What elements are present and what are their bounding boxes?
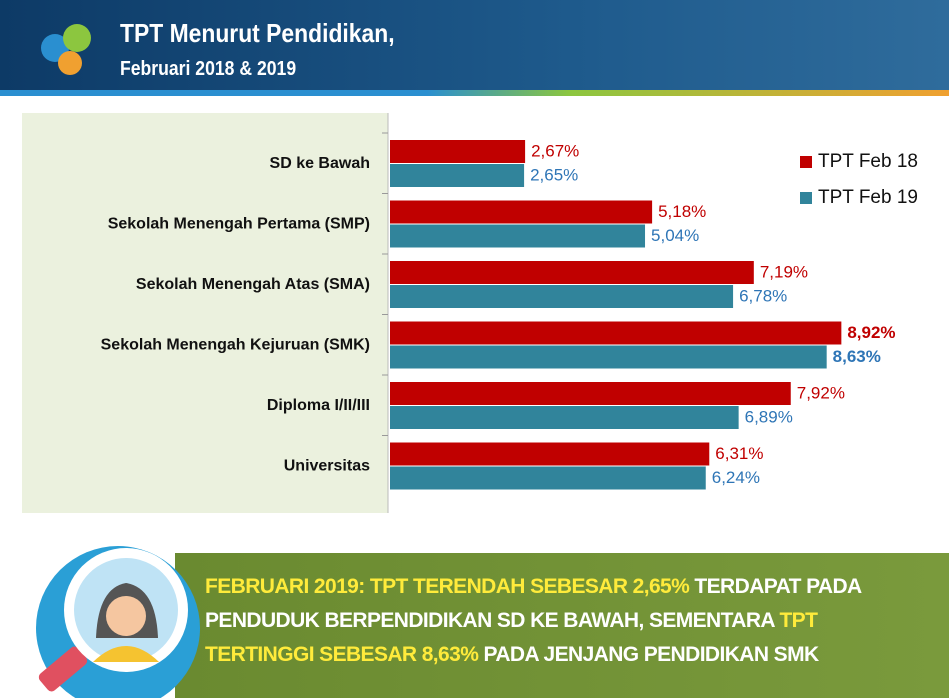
callout-segment: TPT TERTINGGI SEBESAR 8,63% (205, 609, 818, 666)
bar (390, 442, 710, 466)
value-label: 6,24% (712, 468, 760, 487)
bar (390, 285, 734, 308)
bar (390, 345, 827, 369)
callout-segment: FEBRUARI 2019: TPT TERENDAH SEBESAR 2,65… (205, 575, 690, 598)
category-label: Sekolah Menengah Kejuruan (SMK) (101, 337, 370, 354)
callout-text: FEBRUARI 2019: TPT TERENDAH SEBESAR 2,65… (205, 570, 925, 672)
category-label: Sekolah Menengah Atas (SMA) (136, 276, 370, 293)
bar (390, 382, 791, 405)
subtitle: Februari 2018 & 2019 (120, 58, 297, 80)
category-label: Sekolah Menengah Pertama (SMP) (108, 216, 370, 233)
value-label: 5,18% (658, 202, 706, 221)
bar (390, 406, 739, 429)
value-label: 8,63% (833, 347, 881, 366)
header-stripe (0, 90, 949, 96)
callout-segment: TERDAPAT PADA PENDUDUK BERPENDIDIKAN SD … (205, 575, 861, 632)
bar (390, 164, 525, 187)
bar (390, 466, 706, 490)
value-label: 7,92% (797, 383, 845, 402)
bar (390, 140, 526, 163)
value-label: 5,04% (651, 226, 699, 245)
value-label: 8,92% (847, 323, 895, 342)
legend-swatch (800, 156, 812, 168)
bar (390, 224, 646, 248)
legend-swatch (800, 192, 812, 204)
bar (390, 261, 754, 284)
bar (390, 321, 842, 345)
legend-label: TPT Feb 18 (818, 151, 918, 172)
category-label: Diploma I/II/III (267, 397, 370, 414)
callout-banner (175, 553, 949, 698)
category-label: Universitas (284, 458, 370, 475)
legend-label: TPT Feb 19 (818, 187, 918, 208)
logo (41, 24, 91, 75)
title: TPT Menurut Pendidikan, (120, 18, 395, 48)
value-label: 6,78% (739, 286, 787, 305)
category-label: SD ke Bawah (270, 155, 370, 172)
chart: SD ke Bawah 2,67% 2,65% Sekolah Menengah Pe… (22, 113, 945, 513)
value-label: 6,89% (745, 407, 793, 426)
value-label: 7,19% (760, 262, 808, 281)
value-label: 2,65% (530, 165, 578, 184)
value-label: 6,31% (715, 444, 763, 463)
value-label: 2,67% (531, 141, 579, 160)
header-bar (0, 0, 949, 90)
person-icon (36, 546, 200, 698)
callout-segment: PADA JENJANG PENDIDIKAN SMK (478, 643, 820, 666)
bar (390, 200, 653, 224)
